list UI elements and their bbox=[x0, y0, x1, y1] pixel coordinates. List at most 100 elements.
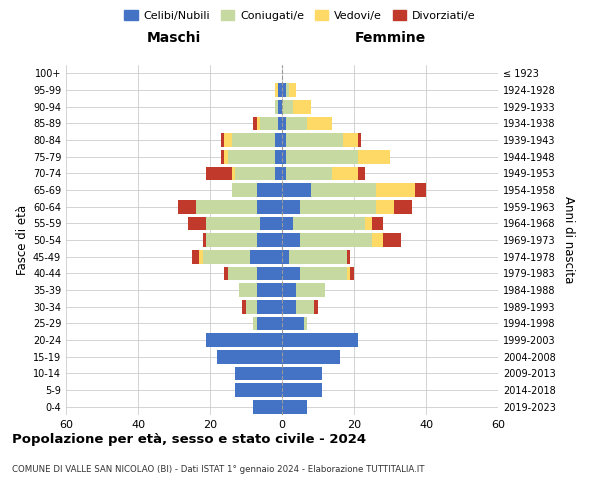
Bar bbox=[282, 333, 358, 347]
Bar bbox=[257, 316, 282, 330]
Bar bbox=[206, 233, 257, 247]
Bar bbox=[224, 150, 228, 164]
Bar bbox=[293, 216, 365, 230]
Bar bbox=[282, 366, 322, 380]
Bar bbox=[376, 200, 394, 213]
Bar bbox=[278, 116, 282, 130]
Bar bbox=[228, 266, 257, 280]
Text: Popolazione per età, sesso e stato civile - 2024: Popolazione per età, sesso e stato civil… bbox=[12, 432, 366, 446]
Bar bbox=[286, 83, 289, 97]
Bar bbox=[282, 266, 300, 280]
Bar bbox=[289, 250, 347, 264]
Y-axis label: Anni di nascita: Anni di nascita bbox=[562, 196, 575, 284]
Bar bbox=[282, 216, 293, 230]
Bar bbox=[300, 200, 376, 213]
Text: Maschi: Maschi bbox=[147, 31, 201, 45]
Bar bbox=[178, 200, 196, 213]
Y-axis label: Fasce di età: Fasce di età bbox=[16, 205, 29, 275]
Bar bbox=[282, 116, 286, 130]
Bar bbox=[246, 300, 257, 314]
Bar bbox=[343, 133, 358, 147]
Bar bbox=[282, 283, 296, 297]
Bar bbox=[257, 116, 260, 130]
Bar bbox=[286, 133, 343, 147]
Bar bbox=[224, 266, 228, 280]
Bar bbox=[228, 150, 275, 164]
Bar bbox=[282, 183, 311, 197]
Text: COMUNE DI VALLE SAN NICOLAO (BI) - Dati ISTAT 1° gennaio 2024 - Elaborazione TUT: COMUNE DI VALLE SAN NICOLAO (BI) - Dati … bbox=[12, 466, 425, 474]
Bar bbox=[282, 316, 304, 330]
Bar bbox=[206, 216, 260, 230]
Bar bbox=[275, 166, 282, 180]
Bar bbox=[275, 133, 282, 147]
Text: Femmine: Femmine bbox=[355, 31, 425, 45]
Bar bbox=[304, 316, 307, 330]
Bar bbox=[224, 133, 232, 147]
Bar bbox=[383, 233, 401, 247]
Bar bbox=[286, 116, 307, 130]
Bar bbox=[278, 100, 282, 114]
Bar bbox=[196, 200, 257, 213]
Bar bbox=[332, 166, 358, 180]
Bar bbox=[282, 400, 307, 413]
Bar bbox=[358, 166, 365, 180]
Bar bbox=[300, 233, 372, 247]
Bar bbox=[282, 133, 286, 147]
Bar bbox=[394, 200, 412, 213]
Bar bbox=[286, 150, 358, 164]
Bar bbox=[206, 166, 232, 180]
Bar bbox=[232, 166, 235, 180]
Bar bbox=[307, 116, 332, 130]
Bar bbox=[347, 250, 350, 264]
Bar bbox=[347, 266, 350, 280]
Bar bbox=[257, 283, 282, 297]
Bar bbox=[278, 83, 282, 97]
Bar bbox=[235, 366, 282, 380]
Bar bbox=[282, 150, 286, 164]
Bar bbox=[199, 250, 203, 264]
Bar bbox=[415, 183, 426, 197]
Bar bbox=[282, 200, 300, 213]
Bar bbox=[242, 300, 246, 314]
Bar bbox=[286, 166, 332, 180]
Bar bbox=[235, 383, 282, 397]
Bar bbox=[239, 283, 257, 297]
Bar bbox=[365, 216, 372, 230]
Bar bbox=[221, 150, 224, 164]
Bar bbox=[372, 216, 383, 230]
Bar bbox=[314, 300, 318, 314]
Bar bbox=[257, 300, 282, 314]
Bar bbox=[282, 233, 300, 247]
Bar bbox=[235, 166, 275, 180]
Bar bbox=[203, 233, 206, 247]
Bar bbox=[282, 250, 289, 264]
Bar bbox=[188, 216, 206, 230]
Bar bbox=[282, 350, 340, 364]
Bar bbox=[232, 183, 257, 197]
Bar bbox=[232, 133, 275, 147]
Bar bbox=[282, 300, 296, 314]
Bar bbox=[289, 83, 296, 97]
Bar bbox=[376, 183, 415, 197]
Bar bbox=[257, 266, 282, 280]
Bar bbox=[282, 383, 322, 397]
Bar bbox=[275, 100, 278, 114]
Bar bbox=[358, 150, 390, 164]
Bar bbox=[282, 100, 293, 114]
Bar bbox=[275, 150, 282, 164]
Bar bbox=[350, 266, 354, 280]
Bar bbox=[203, 250, 250, 264]
Bar bbox=[293, 100, 311, 114]
Bar bbox=[257, 183, 282, 197]
Bar bbox=[217, 350, 282, 364]
Bar bbox=[275, 83, 278, 97]
Bar bbox=[206, 333, 282, 347]
Bar bbox=[192, 250, 199, 264]
Bar bbox=[296, 300, 314, 314]
Bar bbox=[253, 400, 282, 413]
Bar bbox=[296, 283, 325, 297]
Bar bbox=[260, 116, 278, 130]
Bar bbox=[282, 83, 286, 97]
Bar bbox=[221, 133, 224, 147]
Legend: Celibi/Nubili, Coniugati/e, Vedovi/e, Divorziati/e: Celibi/Nubili, Coniugati/e, Vedovi/e, Di… bbox=[120, 6, 480, 25]
